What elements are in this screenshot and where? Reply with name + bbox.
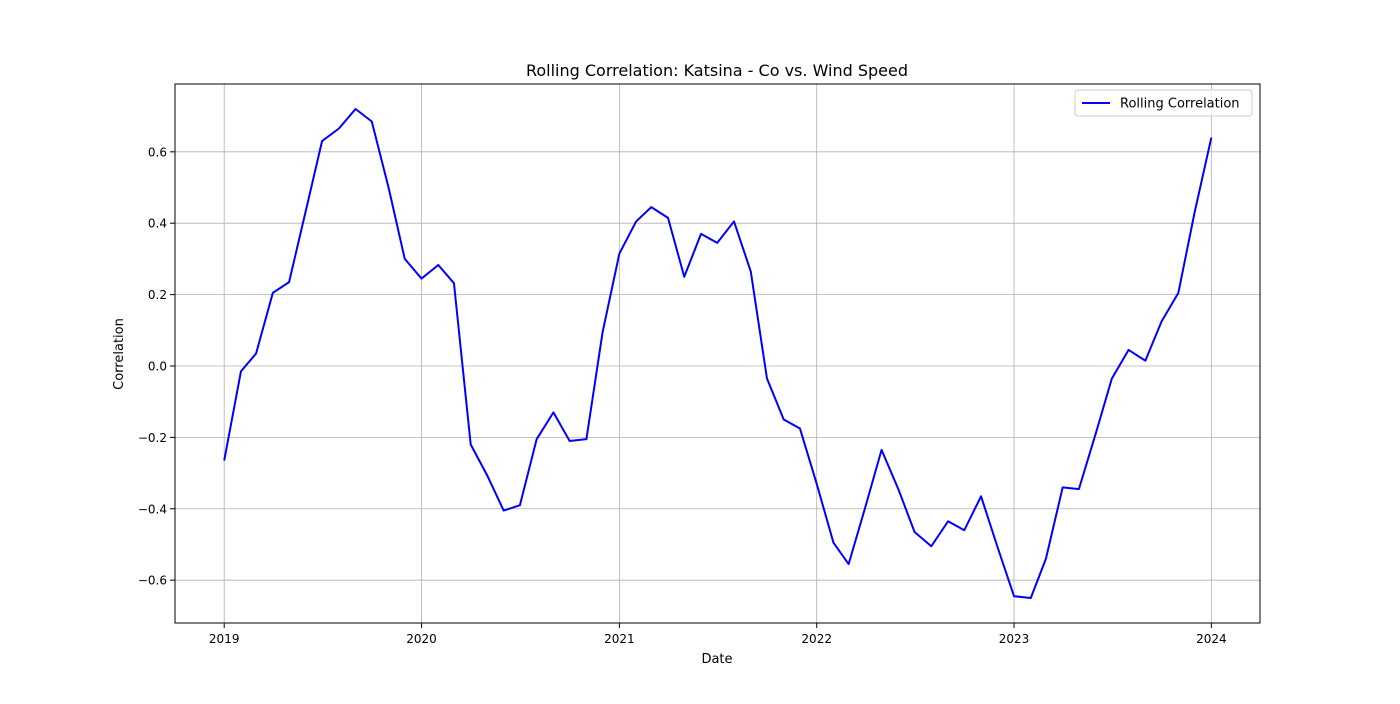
- grid-lines: [175, 84, 1260, 623]
- legend-label-rolling-correlation: Rolling Correlation: [1120, 97, 1240, 112]
- y-tick-label-6: 0.6: [148, 145, 167, 159]
- x-tick-label-2023: 2023: [999, 632, 1030, 646]
- y-tick-label-2: −0.2: [138, 431, 167, 445]
- y-tick-label-1: −0.4: [138, 502, 167, 516]
- legend-box: [1074, 89, 1253, 117]
- y-tick-label-4: 0.2: [148, 288, 167, 302]
- y-tick-label-0: −0.6: [138, 574, 167, 588]
- x-tick-label-2021: 2021: [604, 632, 635, 646]
- series-line-0: [223, 107, 1213, 600]
- x-axis-label: Date: [701, 652, 732, 667]
- axes-frame: [174, 83, 1261, 624]
- y-axis-ticks: −0.6 −0.4 −0.2 0.0 0.2 0.4 0.6: [138, 145, 175, 588]
- x-tick-label-2022: 2022: [801, 632, 832, 646]
- chart-title: Rolling Correlation: Katsina - Co vs. Wi…: [526, 61, 908, 80]
- y-axis-label: Correlation: [112, 318, 127, 390]
- y-tick-label-5: 0.4: [148, 217, 167, 231]
- x-axis-ticks: 2019 2020 2021 2022 2023 2024: [209, 623, 1227, 646]
- x-tick-label-2024: 2024: [1196, 632, 1227, 646]
- x-tick-label-2020: 2020: [406, 632, 437, 646]
- y-tick-label-3: 0.0: [148, 359, 167, 373]
- plot-line-layer: [223, 107, 1213, 600]
- x-tick-label-2019: 2019: [209, 632, 240, 646]
- legend: Rolling Correlation: [1074, 89, 1253, 117]
